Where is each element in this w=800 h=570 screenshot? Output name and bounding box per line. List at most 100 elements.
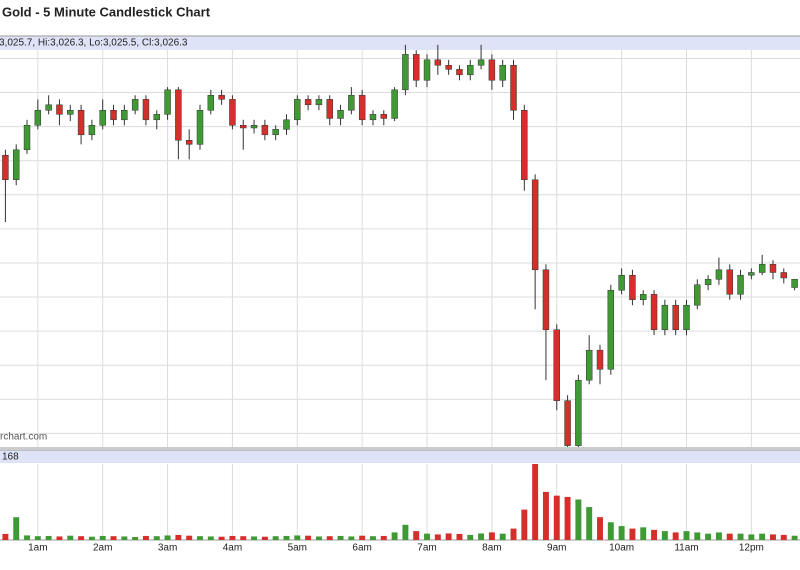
x-tick-label: 9am xyxy=(547,543,566,554)
volume-bar xyxy=(629,528,636,540)
candle-body xyxy=(121,110,128,121)
volume-bar xyxy=(337,535,344,540)
volume-bar xyxy=(651,529,658,540)
x-tick-label: 5am xyxy=(288,543,307,554)
candle-body xyxy=(240,125,247,129)
candle-body xyxy=(704,279,712,286)
candle-body xyxy=(315,99,323,106)
candle-body xyxy=(564,400,571,446)
candle-body xyxy=(110,110,117,121)
candle-body xyxy=(477,59,485,66)
candle-body xyxy=(499,65,506,81)
volume-bar xyxy=(532,464,539,540)
candle-body xyxy=(585,349,593,381)
volume-bar xyxy=(175,534,182,540)
candle-body xyxy=(337,110,344,119)
candle-body xyxy=(575,379,582,446)
volume-bar xyxy=(391,532,398,540)
volume-bar xyxy=(229,535,236,540)
candle-body xyxy=(380,114,388,119)
volume-bar xyxy=(672,532,679,540)
x-tick-label: 7am xyxy=(417,543,436,554)
candle-body xyxy=(737,274,744,295)
candle-body xyxy=(67,110,74,115)
candle-body xyxy=(683,304,690,331)
candle-body xyxy=(12,149,20,181)
volume-bar xyxy=(759,533,766,540)
candle-body xyxy=(34,110,42,126)
volume-bar xyxy=(791,535,798,540)
candle-body xyxy=(2,154,9,181)
x-tick-label: 1am xyxy=(28,543,47,554)
watermark: rchart.com xyxy=(0,432,47,443)
candle-body xyxy=(218,95,225,100)
candle-body xyxy=(142,99,150,121)
candle-body xyxy=(412,54,420,81)
volume-bar xyxy=(380,535,387,540)
x-tick-label: 4am xyxy=(223,543,242,554)
volume-bar xyxy=(99,535,106,540)
volume-bar xyxy=(510,528,517,540)
x-tick-label: 10am xyxy=(609,543,634,554)
volume-bar xyxy=(186,535,193,540)
x-tick-label: 3am xyxy=(158,543,177,554)
grid xyxy=(0,50,800,540)
candle-body xyxy=(175,89,182,141)
volume-bars xyxy=(2,464,798,540)
candle-body xyxy=(445,65,452,70)
info-bar xyxy=(0,36,800,50)
volume-bar xyxy=(424,533,430,540)
candle-body xyxy=(607,289,615,370)
candle-body xyxy=(261,125,269,136)
volume-bar xyxy=(348,536,355,540)
candle-body xyxy=(283,119,290,130)
candle-body xyxy=(272,129,279,136)
candle-body xyxy=(758,264,766,273)
x-tick-label: 6am xyxy=(352,543,371,554)
volume-bar xyxy=(586,507,593,540)
volume-bar xyxy=(78,536,85,540)
candle-body xyxy=(348,95,355,111)
volume-bar xyxy=(2,533,9,540)
volume-bar xyxy=(575,499,582,540)
volume-bar xyxy=(110,536,117,540)
volume-bar xyxy=(34,536,41,540)
volume-bar xyxy=(499,533,506,540)
volume-bar xyxy=(153,536,160,540)
volume-bar xyxy=(780,534,787,540)
volume-bar xyxy=(88,536,95,540)
candle-body xyxy=(780,272,788,279)
volume-label: 168 xyxy=(2,452,19,463)
candle-body xyxy=(358,95,366,121)
volume-bar xyxy=(121,536,128,540)
volume-bar xyxy=(305,535,312,540)
volume-bar xyxy=(315,536,322,540)
candle-body xyxy=(250,125,258,129)
candle-body xyxy=(294,99,301,121)
volume-bar xyxy=(640,527,647,540)
volume-bar xyxy=(705,533,712,540)
x-tick-label: 2am xyxy=(93,543,112,554)
candle-body xyxy=(488,59,496,81)
volume-bar xyxy=(24,535,30,540)
volume-bar xyxy=(456,533,463,540)
candle-body xyxy=(423,59,431,81)
candle-body xyxy=(56,104,63,115)
info-text: 3,025.7, Hi:3,026.3, Lo:3,025.5, Cl:3,02… xyxy=(0,38,188,49)
candle-body xyxy=(326,99,333,119)
candle-body xyxy=(304,99,312,106)
volume-bar xyxy=(770,534,776,540)
volume-bar xyxy=(283,535,290,540)
volume-bar xyxy=(553,495,560,540)
volume-bar xyxy=(294,535,301,540)
candle-body xyxy=(661,304,669,331)
x-axis: 1am 2am 3am 4am 5am 6am 7am 8am 9am 10am 11am 12pm xyxy=(28,543,764,554)
candle-body xyxy=(542,269,550,331)
volume-bar xyxy=(694,532,701,540)
candle-body xyxy=(553,329,560,401)
chart-title: Gold - 5 Minute Candlestick Chart xyxy=(2,4,211,19)
volume-bar xyxy=(272,536,279,540)
candle-body xyxy=(45,104,52,111)
